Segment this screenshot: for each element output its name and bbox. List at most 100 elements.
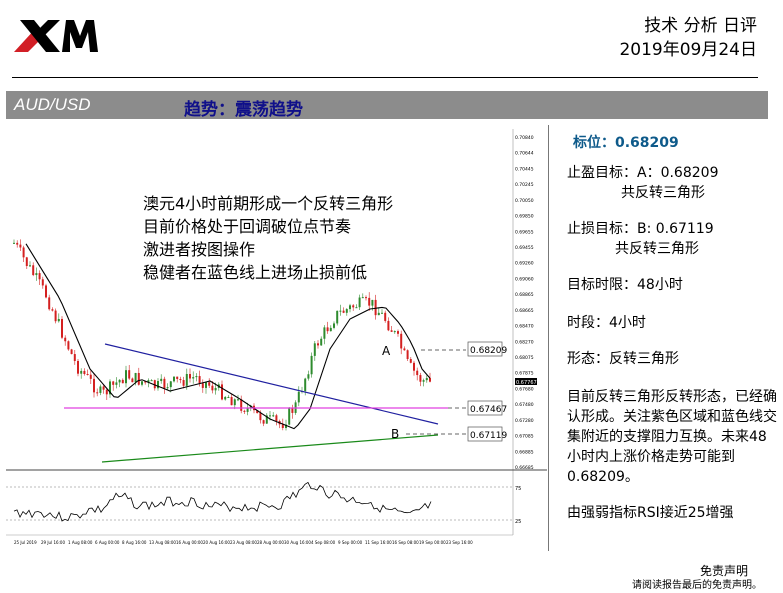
candle <box>307 374 310 379</box>
candle <box>413 362 415 371</box>
candle <box>192 377 195 379</box>
candle <box>361 297 364 299</box>
candle <box>80 370 83 374</box>
candle <box>112 381 115 385</box>
candle <box>233 399 236 406</box>
candle <box>355 307 358 309</box>
price-tick-label: 0.68075 <box>515 355 534 361</box>
time-tick-label: 20 Aug 16:00 <box>203 540 230 545</box>
candle <box>61 318 63 338</box>
candle <box>147 380 150 383</box>
candle <box>409 359 412 363</box>
blue-trendline <box>104 343 439 425</box>
time-tick-label: 23 Aug 08:00 <box>230 540 257 545</box>
candle <box>160 378 163 382</box>
candle <box>70 349 73 355</box>
candle <box>406 350 409 360</box>
candle <box>397 331 399 334</box>
rsi-note: 由强弱指标RSI接近25增强 <box>567 505 734 521</box>
candle <box>99 386 102 393</box>
pattern: 形态：反转三角形 <box>567 351 679 367</box>
time-tick-label: 23 Sep 16:00 <box>446 540 473 545</box>
stop-loss: 止损目标：B: 0.67119 <box>567 221 714 237</box>
candle <box>227 396 230 398</box>
candle <box>368 297 371 306</box>
candle <box>179 378 182 381</box>
time-tick-label: 11 Sep 16:00 <box>365 540 392 545</box>
candle <box>352 305 355 308</box>
analysis-text: 目前反转三角形反转形态，已经确认形成。关注紫色区域和蓝色线交集附近的支撑阻力互换… <box>567 389 777 485</box>
candle <box>35 273 38 276</box>
candle <box>320 338 323 346</box>
price-tick-label: 0.69060 <box>515 276 534 282</box>
candle <box>57 318 60 322</box>
candle <box>345 309 348 313</box>
level-a-tag: 0.68209 <box>470 346 507 356</box>
candle <box>326 327 329 332</box>
candle <box>173 376 175 382</box>
price-tick-label: 0.67875 <box>515 371 534 377</box>
price-tick-label: 0.69655 <box>515 229 534 235</box>
candle <box>51 309 54 311</box>
candle <box>163 378 166 389</box>
time-tick-label: 19 Sep 00:00 <box>419 540 446 545</box>
price-tick-label: 0.67680 <box>515 386 534 392</box>
candle <box>429 378 431 382</box>
candle <box>141 381 143 385</box>
candle <box>249 405 252 409</box>
candle <box>32 265 35 276</box>
candle <box>339 310 342 312</box>
candle <box>323 327 326 339</box>
candle <box>144 381 147 383</box>
candle <box>387 320 390 331</box>
candle <box>109 381 111 395</box>
time-tick-label: 9 Sep 00:00 <box>338 540 363 545</box>
candle <box>83 370 86 375</box>
candle <box>77 360 79 374</box>
candle <box>134 372 137 383</box>
xm-logo <box>14 20 98 52</box>
candle <box>381 312 383 314</box>
candle <box>285 424 287 429</box>
candle <box>45 285 47 298</box>
candle <box>422 380 425 382</box>
candle <box>205 382 207 388</box>
candle <box>313 343 316 356</box>
take-profit: 止盈目标：A：0.68209 <box>567 165 719 181</box>
report-header: 技术 分析 日评 2019年09月24日 <box>619 14 757 62</box>
candle <box>377 312 380 316</box>
candle <box>48 297 51 310</box>
candle <box>297 391 300 403</box>
candle <box>393 331 396 333</box>
candle <box>272 415 275 417</box>
price-tick-label: 0.68665 <box>515 308 534 314</box>
time-tick-label: 13 Aug 08:00 <box>149 540 176 545</box>
price-tick-label: 0.69850 <box>515 214 534 220</box>
candle <box>185 373 188 386</box>
candle <box>93 378 95 393</box>
candle <box>214 387 217 391</box>
candle <box>208 382 211 386</box>
candle <box>224 396 227 400</box>
point-a-label: A <box>382 344 391 358</box>
rsi-tick-25: 25 <box>515 519 521 525</box>
candle <box>169 381 172 388</box>
candle <box>131 378 134 383</box>
candle <box>269 415 271 417</box>
price-tick-label: 0.66685 <box>515 465 534 471</box>
green-trendline <box>101 434 439 463</box>
candle <box>262 420 265 424</box>
time-tick-label: 30 Aug 16:00 <box>284 540 311 545</box>
candle <box>275 415 278 421</box>
candle <box>358 297 361 308</box>
candle <box>211 385 214 391</box>
target-level: 标位：0.68209 <box>573 135 679 151</box>
candle <box>198 376 201 384</box>
candle <box>166 387 169 389</box>
candle <box>115 382 118 385</box>
report-title: 技术 分析 日评 <box>644 16 757 36</box>
candle <box>317 343 319 346</box>
candle <box>41 279 44 286</box>
report-date: 2019年09月24日 <box>619 40 757 60</box>
candle <box>243 410 246 412</box>
